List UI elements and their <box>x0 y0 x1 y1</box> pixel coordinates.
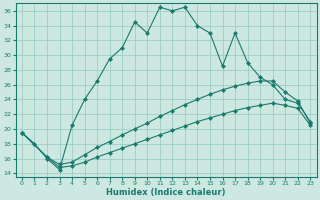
X-axis label: Humidex (Indice chaleur): Humidex (Indice chaleur) <box>106 188 226 197</box>
